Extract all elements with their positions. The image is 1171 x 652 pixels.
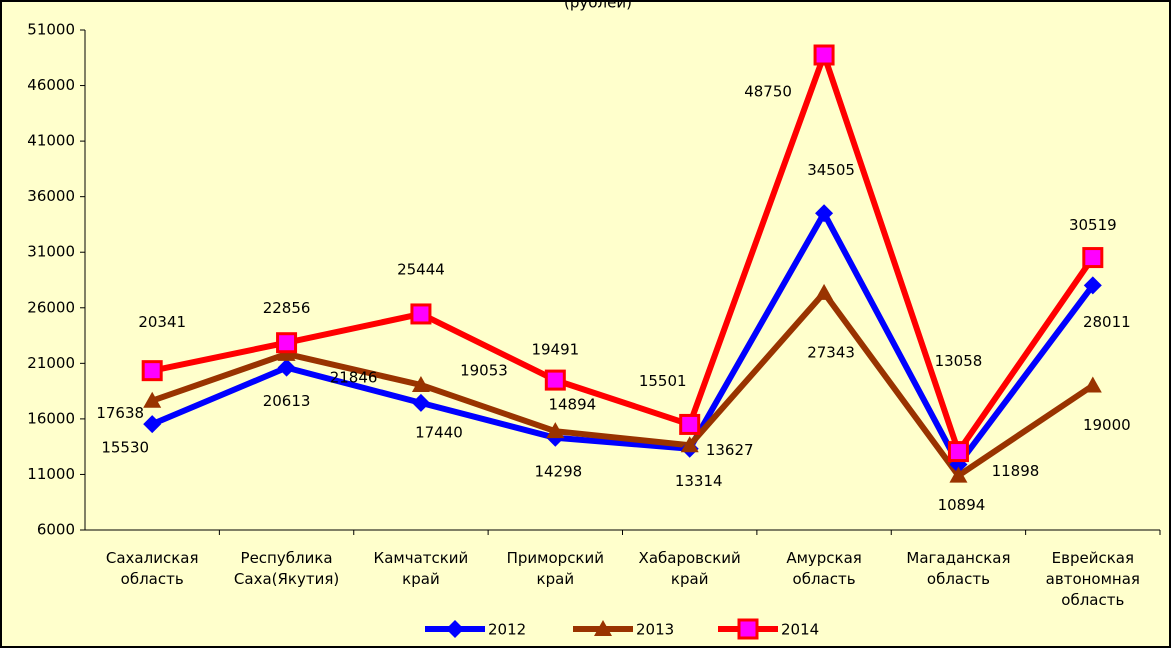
series-line — [151, 210, 1096, 468]
point — [276, 332, 298, 354]
x-tick-label: Приморский край — [507, 549, 604, 588]
data-label: 15501 — [639, 372, 687, 390]
data-label: 14298 — [534, 462, 582, 480]
data-label: 19000 — [1083, 416, 1131, 434]
point — [277, 358, 296, 377]
data-label: 20613 — [263, 392, 311, 410]
data-label: 13627 — [706, 441, 754, 459]
y-tick-label: 31000 — [27, 243, 75, 261]
legend-item: 2014 — [718, 618, 819, 640]
x-tick-label: Магаданская область — [906, 549, 1010, 588]
point — [1083, 276, 1102, 295]
x-tick-label: Амурская область — [786, 549, 862, 588]
y-tick-label: 46000 — [27, 76, 75, 94]
chart-title: (рублей) — [564, 0, 632, 12]
point — [680, 436, 699, 453]
data-label: 34505 — [807, 161, 855, 179]
y-tick-label: 51000 — [27, 21, 75, 39]
point — [815, 283, 834, 300]
point — [410, 303, 432, 325]
y-tick-label: 16000 — [27, 409, 75, 427]
legend-label: 2012 — [488, 621, 526, 639]
data-label: 17440 — [415, 423, 463, 441]
point — [544, 369, 566, 391]
legend-label: 2013 — [636, 621, 674, 639]
data-label: 25444 — [397, 260, 445, 278]
data-label: 13314 — [675, 472, 723, 490]
point — [1082, 247, 1104, 269]
x-tick-label: Хабаровский край — [639, 549, 741, 588]
series-line — [151, 289, 1095, 479]
point — [947, 441, 969, 463]
point — [1083, 376, 1102, 393]
point — [141, 360, 163, 382]
data-label: 22856 — [263, 299, 311, 317]
legend-label: 2014 — [781, 621, 819, 639]
point — [949, 466, 968, 483]
data-label: 15530 — [101, 439, 149, 457]
data-label: 14894 — [548, 396, 596, 414]
point — [143, 415, 162, 434]
point — [815, 204, 834, 223]
data-label: 17638 — [96, 404, 144, 422]
point — [546, 422, 565, 439]
y-tick-label: 11000 — [27, 465, 75, 483]
y-tick-label: 26000 — [27, 298, 75, 316]
y-tick-label: 21000 — [27, 354, 75, 372]
point — [411, 375, 430, 392]
data-label: 11898 — [992, 462, 1040, 480]
point — [813, 44, 835, 66]
data-label: 19491 — [531, 341, 579, 359]
y-tick-label: 41000 — [27, 132, 75, 150]
data-label: 48750 — [744, 83, 792, 101]
y-tick-label: 36000 — [27, 187, 75, 205]
point — [679, 413, 701, 435]
point — [411, 393, 430, 412]
data-label: 28011 — [1083, 313, 1131, 331]
series-line — [151, 52, 1096, 455]
point — [143, 391, 162, 408]
data-label: 19053 — [460, 361, 508, 379]
data-label: 30519 — [1069, 216, 1117, 234]
x-tick-label: Еврейская автономная область — [1046, 549, 1140, 609]
data-label: 27343 — [807, 343, 855, 361]
x-tick-label: Сахалиская область — [106, 549, 199, 588]
point — [446, 620, 464, 638]
point — [594, 620, 612, 636]
point — [737, 618, 759, 640]
data-label: 10894 — [938, 496, 986, 514]
y-tick-label: 6000 — [37, 521, 75, 539]
x-tick-label: Республика Саха(Якутия) — [234, 549, 339, 588]
legend-item: 2012 — [425, 620, 526, 639]
data-label: 21846 — [330, 368, 378, 386]
x-tick-label: Камчатский край — [374, 549, 469, 588]
data-label: 13058 — [935, 352, 983, 370]
data-label: 20341 — [138, 313, 186, 331]
legend-item: 2013 — [573, 620, 674, 639]
